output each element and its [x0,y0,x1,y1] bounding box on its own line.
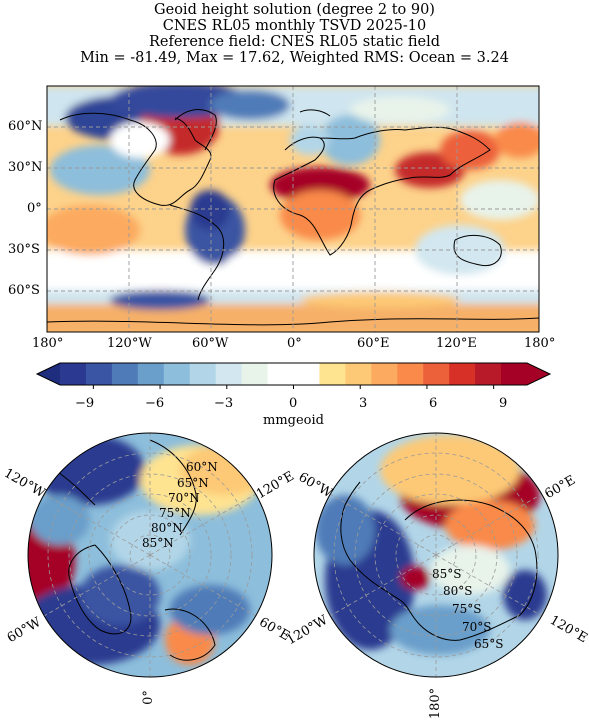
colorbar-tick-3: 3 [359,396,368,411]
lat-tick-30n: 30°N [8,160,43,175]
colorbar-segment [111,363,139,385]
colorbar-segment [371,363,398,385]
colorbar-segment [60,363,87,385]
colorbar-segment [319,363,346,385]
sp-lon-180: 180° [428,687,444,720]
np-lat-85n: 85°N [142,536,174,550]
south-polar-map [313,432,559,678]
lon-tick-60e: 60°E [357,336,390,351]
north-polar-map [27,432,273,678]
lat-tick-60n: 60°N [8,119,43,134]
colorbar-tick-9: 9 [499,396,508,411]
colorbar-extend-min [37,363,60,385]
lon-tick-60w: 60°W [192,336,229,351]
colorbar-segment [449,363,476,385]
colorbar-extend-max [527,363,550,385]
colorbar-segment [475,363,502,385]
colorbar-tick-0: 0 [289,396,298,411]
colorbar-segment [137,363,165,385]
colorbar-segment [215,363,243,385]
title-line-1: Geoid height solution (degree 2 to 90) [154,2,435,18]
np-lat-80n: 80°N [151,521,183,535]
sp-lat-80s: 80°S [443,584,473,598]
sp-lat-85s: 85°S [432,567,462,581]
colorbar-segment [163,363,191,385]
sp-lat-70s: 70°S [462,620,492,634]
colorbar-segment [267,363,294,385]
global-map [46,85,540,333]
np-lat-70n: 70°N [168,491,200,505]
colorbar-label: mmgeoid [263,413,324,428]
np-lat-75n: 75°N [159,506,191,520]
colorbar-segment [241,363,269,385]
lat-tick-0: 0° [27,201,42,216]
lat-tick-30s: 30°S [8,242,40,257]
np-lat-60n: 60°N [186,460,218,474]
lon-tick-180w: 180° [32,336,64,351]
lon-tick-0: 0° [287,336,302,351]
colorbar-segment [423,363,450,385]
colorbar-tick-6: 6 [429,396,438,411]
colorbar-segment [189,363,217,385]
colorbar-segment [501,363,528,385]
np-lat-65n: 65°N [177,476,209,490]
colorbar-outline [35,362,552,386]
colorbar-tick-m3: −3 [214,396,234,411]
title-line-4: Min = -81.49, Max = 17.62, Weighted RMS:… [80,50,509,66]
colorbar-segment [85,363,113,385]
lat-tick-60s: 60°S [8,283,40,298]
title-line-2: CNES RL05 monthly TSVD 2025-10 [162,18,427,34]
colorbar-tick-m9: −9 [75,396,95,411]
lon-tick-120e: 120°E [436,336,477,351]
colorbar-segment [345,363,372,385]
colorbar [35,362,552,389]
sp-lat-75s: 75°S [452,602,482,616]
np-lon-0: 0° [140,690,156,705]
colorbar-segment [397,363,424,385]
colorbar-tick-m6: −6 [145,396,165,411]
title-line-3: Reference field: CNES RL05 static field [148,34,441,50]
colorbar-segment [293,363,320,385]
lon-tick-120w: 120°W [107,336,152,351]
sp-lat-65s: 65°S [474,637,504,651]
lon-tick-180e: 180° [524,336,556,351]
